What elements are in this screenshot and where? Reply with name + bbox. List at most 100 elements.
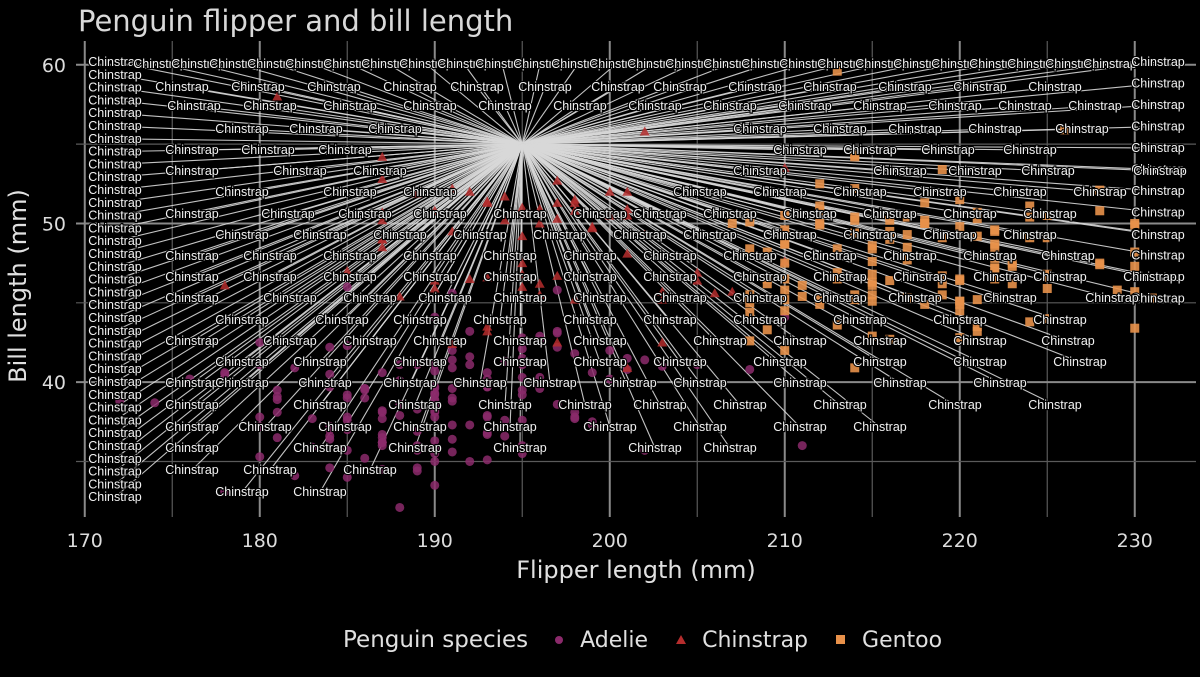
chinstrap-point-label: Chinstrap [383,376,437,390]
gentoo-point [937,233,947,243]
chinstrap-point-label: Chinstrap [285,57,339,71]
chinstrap-point-label: Chinstrap [343,463,397,477]
chinstrap-point-label: Chinstrap [653,291,707,305]
adelie-point [447,420,457,430]
chinstrap-point [447,226,458,236]
legend-label: Chinstrap [702,627,809,653]
chinstrap-point-label: Chinstrap [673,185,727,199]
adelie-point [465,420,475,430]
chinstrap-point-label: Chinstrap [1033,313,1087,327]
label-leader-line [522,105,1026,145]
label-leader-line [522,86,756,145]
label-leader-line [463,63,523,145]
chinstrap-point-label: Chinstrap [813,291,867,305]
chinstrap-point-label: Chinstrap [1023,207,1077,221]
chinstrap-point-label: Chinstrap [88,93,142,107]
label-leader-line [114,143,523,345]
gentoo-point [972,214,982,224]
label-leader-line [114,61,523,145]
chinstrap-point-label: Chinstrap [753,185,807,199]
chinstrap-point-label: Chinstrap [733,122,787,136]
chinstrap-point-label: Chinstrap [215,485,269,499]
label-leader-line [522,143,901,172]
chinstrap-point-label: Chinstrap [733,291,787,305]
label-leader-line [241,143,523,193]
chinstrap-point-label: Chinstrap [493,355,547,369]
label-leader-line [504,105,523,145]
chinstrap-point [534,289,545,299]
chinstrap-point [517,258,528,268]
label-leader-line [181,86,523,145]
chinstrap-point [377,242,388,252]
label-leader-line [522,143,1011,299]
chinstrap-point-label: Chinstrap [215,376,269,390]
adelie-point [570,349,580,359]
label-leader-line [521,144,551,384]
gentoo-point [1112,285,1122,295]
chinstrap-point-label: Chinstrap [1033,270,1087,284]
chinstrap-point-label: Chinstrap [1131,292,1185,306]
chinstrap-point-label: Chinstrap [723,249,777,263]
adelie-point [535,372,545,382]
chinstrap-point [499,215,510,225]
label-leader-line [522,143,991,257]
gentoo-point [832,244,842,254]
adelie-point [535,383,545,393]
chinstrap-point-label: Chinstrap [209,57,263,71]
gentoo-point [850,363,860,373]
chinstrap-point [779,162,790,172]
gentoo-point [972,207,982,217]
adelie-point [570,414,580,424]
label-leader-line [114,143,523,485]
chinstrap-point [429,275,440,285]
label-leader-line [522,105,806,145]
chinstrap-point-label: Chinstrap [993,185,1047,199]
label-leader-line [387,63,523,145]
axes: 170 180 190 200 210 220 230 40 50 60 [42,55,1153,552]
label-leader-lines [114,61,1161,498]
adelie-point [325,431,335,441]
label-leader-line [521,86,546,145]
adelie-point [500,431,510,441]
y-tick-label: 60 [42,55,66,77]
chinstrap-point-label: Chinstrap [703,441,757,455]
chinstrap-point [657,337,668,347]
label-leader-line [394,128,523,145]
label-leader-line [522,143,1001,278]
chinstrap-point-label: Chinstrap [551,57,605,71]
adelie-point [395,360,405,370]
gentoo-point [867,331,877,341]
adelie-point [447,434,457,444]
chinstrap-point [692,275,703,285]
label-leader-line [522,82,1159,145]
gentoo-point [902,230,912,240]
label-leader-line [311,63,523,145]
chinstrap-point-label: Chinstrap [523,376,577,390]
chinstrap-point-label: Chinstrap [318,143,372,157]
label-leader-line [241,143,523,321]
adelie-point [657,361,667,371]
adelie-point [517,344,527,354]
adelie-point [307,442,317,452]
label-leader-line [521,143,841,406]
label-leader-line [349,63,523,145]
adelie-point [430,436,440,446]
chinstrap-point-label: Chinstrap [773,143,827,157]
label-leader-line [509,144,523,278]
gentoo-point [850,184,860,194]
gentoo-point [762,247,772,257]
adelie-point [430,449,440,459]
chinstrap-point-label: Chinstrap [238,420,292,434]
gentoo-point [920,299,930,309]
label-leader-line [319,143,523,449]
gentoo-point [745,217,755,227]
chinstrap-point-label: Chinstrap [393,355,447,369]
chinstrap-point-label: Chinstrap [263,291,317,305]
gentoo-point [797,280,807,290]
chinstrap-point-label: Chinstrap [803,80,857,94]
gentoo-point [1025,201,1035,211]
chinstrap-point-label: Chinstrap [323,99,377,113]
label-leader-line [522,63,921,145]
chinstrap-point-label: Chinstrap [373,228,427,242]
chinstrap-point [534,204,545,214]
